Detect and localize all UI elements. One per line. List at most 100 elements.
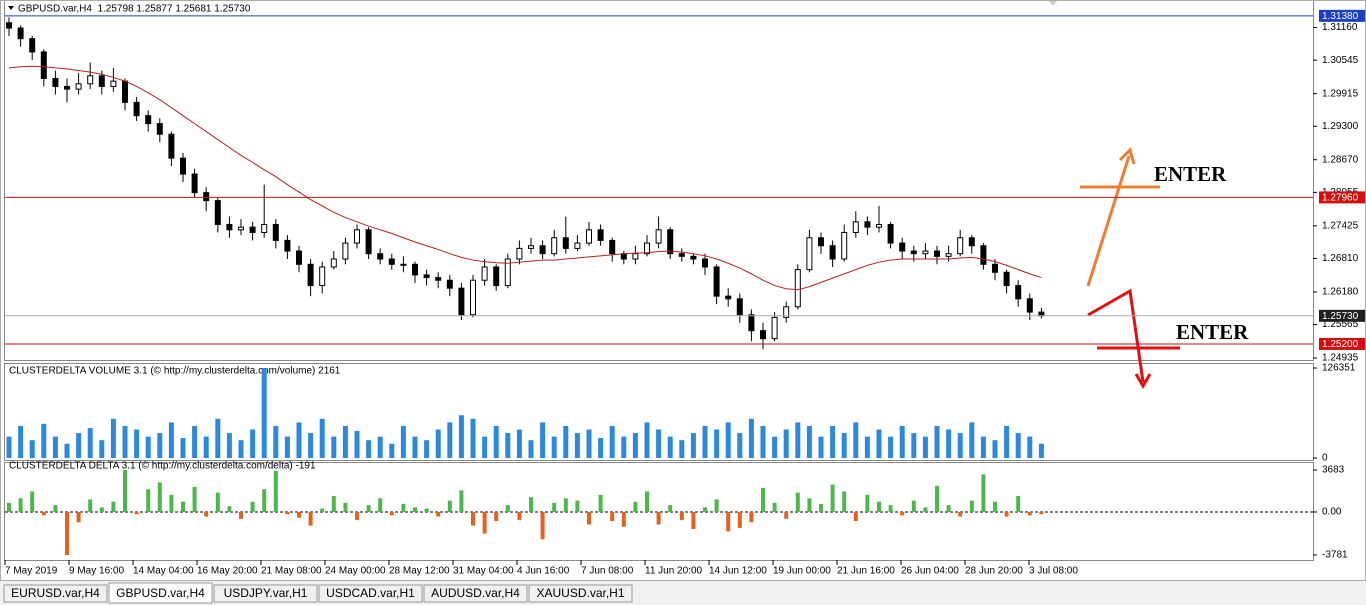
volume-bar [1015,433,1021,458]
volume-bar [725,422,731,458]
volume-bar [342,425,348,458]
tab[interactable] [3,584,108,603]
tab-label[interactable]: AUDUSD.var,H4 [431,586,520,600]
delta-bar [621,511,626,527]
delta-bar [111,501,116,512]
level-label: 1.31380 [1322,11,1359,22]
volume-bar [215,418,221,458]
tab[interactable] [108,582,213,604]
delta-bar [633,501,638,512]
volume-bar [864,436,870,458]
tab[interactable] [318,584,423,603]
volume-bar [760,425,766,458]
volume-bar [922,436,928,458]
candle-body [528,245,534,249]
delta-bar [181,501,185,512]
candle-body [122,80,128,103]
indicator-title: CLUSTERDELTA DELTA 3.1 (© http://my.clus… [9,461,316,472]
tab-label[interactable]: XAUUSD.var,H1 [536,586,624,600]
candle-body [249,226,256,233]
delta-bar [540,511,545,540]
tab[interactable] [528,584,633,603]
candle-body [388,258,395,265]
delta-bar [993,501,997,512]
candle-body [620,253,627,260]
delta-bar [482,511,487,534]
delta-bar [877,501,881,512]
tab-label[interactable]: USDCAD.var,H1 [326,586,415,600]
volume-bar [284,436,290,458]
candle-body [992,263,998,273]
tab-label[interactable]: EURUSD.var,H4 [11,586,100,600]
delta-bar [88,499,93,512]
candle-body [29,38,36,53]
volume-bar [853,422,859,458]
candle-body [632,253,639,260]
volume-bar [783,429,789,458]
volume-bar [76,433,82,458]
delta-bar [308,511,313,526]
delta-bar [888,505,893,512]
candle-body [562,237,569,249]
volume-bar [203,436,209,458]
volume-bar [400,425,406,458]
arrow-head [1118,147,1136,165]
volume-bar [250,429,256,458]
tab-label[interactable]: USDJPY.var,H1 [224,586,308,600]
x-tick-label: 28 May 12:00 [389,566,450,577]
delta-bar [552,502,557,512]
tab[interactable] [213,584,318,603]
volume-bar [946,429,952,458]
tab[interactable] [423,584,528,603]
x-tick-label: 7 May 2019 [5,566,58,577]
volume-bar [632,433,638,458]
x-tick-label: 4 Jun 16:00 [517,566,570,577]
moving-average [8,65,1042,291]
candle-body [319,266,326,287]
scroll-marker [1049,1,1057,6]
delta-bar [355,511,359,520]
volume-bar [540,422,546,458]
candle-body [945,253,952,257]
candle-body [910,250,917,255]
volume-bar [969,422,975,458]
delta-bar [563,498,568,512]
candle-body [330,258,337,268]
volume-bar [99,440,105,458]
volume-bar [296,422,302,458]
volume-bar [273,425,279,458]
candle-body [783,306,790,318]
tab-label[interactable]: GBPUSD.var,H4 [116,586,205,600]
candle-body [864,221,871,228]
menu-arrow[interactable] [8,6,14,10]
volume-bar [145,436,151,458]
volume-bar [772,436,778,458]
volume-bar [980,436,986,458]
volume-bar [424,440,430,458]
volume-bar [690,433,696,458]
x-tick-label: 7 Jun 08:00 [581,566,634,577]
delta-bar [598,494,603,512]
candle-body [156,123,163,135]
delta-bar [679,511,684,520]
candle-body [493,266,500,287]
delta-bar [297,511,301,518]
candle-body [1003,271,1010,287]
y-tick-label: 1.24935 [1322,353,1359,364]
delta-bar [1039,511,1044,515]
candle-body [818,237,824,247]
delta-bar [134,511,139,515]
delta-bar [761,488,765,512]
delta-bar [53,505,58,512]
volume-bar [911,433,917,458]
volume-bar [563,425,569,458]
volume-bar [354,430,360,458]
delta-bar [239,511,243,519]
y-tick-label: -3781 [1322,550,1348,561]
delta-bar [981,474,986,512]
candle-body [481,266,488,281]
delta-bar [192,486,197,512]
delta-bar [772,502,777,512]
arrow-head [1134,373,1152,389]
candle-body [64,85,70,90]
